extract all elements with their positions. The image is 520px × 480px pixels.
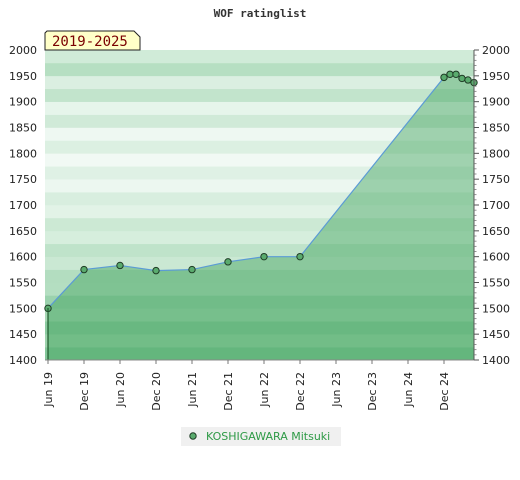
legend-marker <box>189 432 197 440</box>
y-tick-label-left: 1450 <box>9 328 37 341</box>
x-tick-label: Jun 19 <box>42 372 55 408</box>
background-band <box>45 140 474 154</box>
period-badge-box <box>44 30 141 51</box>
x-tick-label: Jun 20 <box>114 372 127 408</box>
x-tick-label: Jun 24 <box>402 372 415 408</box>
legend-box <box>181 427 341 446</box>
background-band <box>45 243 474 257</box>
background-band <box>45 114 474 128</box>
period-badge-label: 2019-2025 <box>52 34 128 50</box>
background-band <box>45 205 474 219</box>
background-band <box>45 321 474 335</box>
background-band <box>45 308 474 322</box>
data-point <box>80 265 88 274</box>
data-point <box>464 76 472 84</box>
y-tick-label-right: 1950 <box>482 70 510 83</box>
x-tick-label: Jun 22 <box>258 372 271 408</box>
x-tick-label: Dec 23 <box>366 372 379 411</box>
data-point <box>116 261 124 270</box>
y-tick-label-left: 2000 <box>9 44 37 57</box>
background-band <box>45 230 474 245</box>
background-band <box>45 153 474 167</box>
y-tick-label-left: 1550 <box>9 277 37 290</box>
axis-layer: 1400 1400 1450 1450 1500 1500 1550 1550 1600 1600… <box>9 44 510 411</box>
y-tick-label-left: 1850 <box>9 122 37 135</box>
background-band <box>45 62 474 77</box>
background-band <box>45 127 474 141</box>
period-badge: 2019-2025 <box>44 30 141 51</box>
background-band <box>45 101 474 115</box>
y-tick-label-right: 1700 <box>482 199 510 212</box>
background-band <box>45 50 474 64</box>
data-point <box>446 70 454 78</box>
background-band <box>45 269 474 283</box>
background-band <box>45 282 474 296</box>
background-bands <box>45 50 474 361</box>
background-band <box>45 166 474 180</box>
x-tick-label: Dec 19 <box>78 372 91 411</box>
data-point <box>452 70 460 78</box>
y-tick-label-right: 1400 <box>482 354 510 367</box>
y-tick-label-left: 1700 <box>9 199 37 212</box>
background-band <box>45 217 474 232</box>
data-point <box>188 265 196 274</box>
y-tick-label-left: 1650 <box>9 225 37 238</box>
data-point <box>152 266 160 275</box>
background-band <box>45 256 474 270</box>
y-tick-label-left: 1500 <box>9 302 37 315</box>
y-tick-label-right: 1600 <box>482 251 510 264</box>
background-band <box>45 347 474 361</box>
data-point <box>224 258 232 266</box>
legend-series-name: KOSHIGAWARA Mitsuki <box>206 430 330 443</box>
y-tick-label-right: 1500 <box>482 302 510 315</box>
x-tick-label: Dec 21 <box>222 372 235 411</box>
x-tick-label: Jun 23 <box>330 372 343 408</box>
data-point <box>458 74 466 83</box>
background-band <box>45 75 474 90</box>
data-point <box>440 73 448 82</box>
y-tick-label-right: 1900 <box>482 96 510 109</box>
y-tick-label-right: 1450 <box>482 328 510 341</box>
data-point <box>296 252 304 261</box>
x-tick-label: Dec 24 <box>438 372 451 411</box>
y-tick-label-left: 1800 <box>9 147 37 160</box>
y-tick-label-right: 1550 <box>482 277 510 290</box>
y-tick-label-right: 1800 <box>482 147 510 160</box>
y-tick-label-right: 1750 <box>482 173 510 186</box>
background-band <box>45 179 474 193</box>
x-tick-label: Jun 21 <box>186 372 199 408</box>
x-tick-label: Dec 22 <box>294 372 307 411</box>
x-tick-label: Dec 20 <box>150 372 163 411</box>
background-band <box>45 192 474 206</box>
y-tick-label-right: 1850 <box>482 122 510 135</box>
background-band <box>45 334 474 348</box>
background-band <box>45 88 474 102</box>
legend: KOSHIGAWARA Mitsuki <box>181 427 341 446</box>
y-tick-label-left: 1750 <box>9 173 37 186</box>
y-tick-label-right: 2000 <box>482 44 510 57</box>
y-tick-label-right: 1650 <box>482 225 510 238</box>
y-tick-label-left: 1900 <box>9 96 37 109</box>
background-band <box>45 295 474 309</box>
data-point <box>260 252 268 261</box>
y-tick-label-left: 1600 <box>9 251 37 264</box>
y-tick-label-left: 1400 <box>9 354 37 367</box>
y-tick-label-left: 1950 <box>9 70 37 83</box>
chart-title: WOF ratinglist <box>214 7 307 20</box>
series-area <box>48 74 474 361</box>
